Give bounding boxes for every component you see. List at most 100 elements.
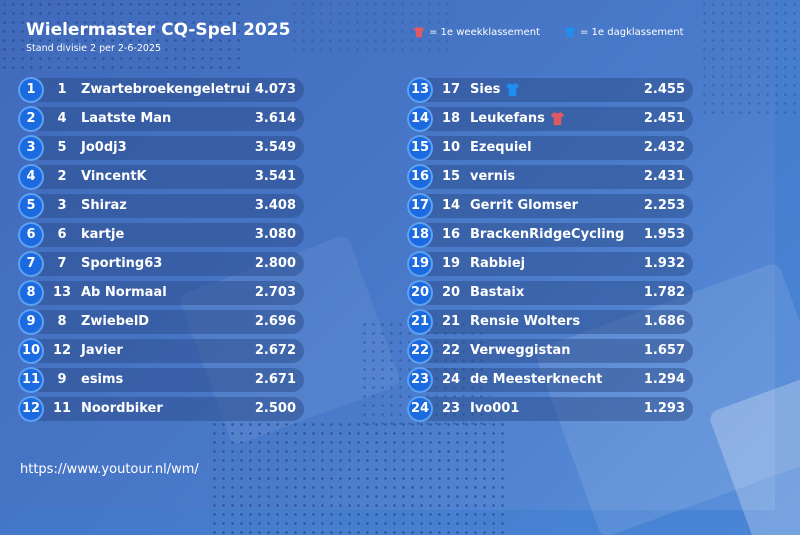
player-score: 2.696 (254, 314, 296, 329)
player-name: ZwiebelD (81, 314, 150, 329)
player-score: 1.686 (643, 314, 685, 329)
red-jersey-icon (550, 111, 564, 126)
previous-rank: 17 (441, 82, 461, 97)
player-name-cell: Javier (81, 343, 123, 358)
player-name: Rabbiej (470, 256, 526, 271)
player-name-cell: ZwiebelD (81, 314, 149, 329)
rank-position: 11 (18, 367, 44, 393)
player-name-cell: Noordbiker (81, 401, 163, 416)
rank-position: 6 (18, 222, 44, 248)
previous-rank: 18 (441, 111, 461, 126)
ranking-row: 8 13 Ab Normaal 2.703 (18, 280, 304, 306)
previous-rank: 20 (441, 285, 461, 300)
player-name: Rensie Wolters (470, 314, 581, 329)
player-name-cell: Sies (470, 82, 520, 97)
player-name: Verweggistan (470, 343, 571, 358)
player-name: Leukefans (470, 111, 545, 126)
rank-position: 16 (407, 164, 433, 190)
legend-day-label: = 1e dagklassement (580, 26, 684, 38)
player-score: 1.953 (643, 227, 685, 242)
player-name: kartje (81, 227, 125, 242)
player-name-cell: Bastaix (470, 285, 524, 300)
player-name: Ivo001 (470, 401, 520, 416)
player-name: vernis (470, 169, 516, 184)
player-score: 1.657 (643, 343, 685, 358)
rank-position: 2 (18, 106, 44, 132)
footer-url: https://www.youtour.nl/wm/ (20, 462, 199, 477)
ranking-row: 19 19 Rabbiej 1.932 (407, 251, 693, 277)
dot-pattern (290, 0, 450, 55)
player-name-cell: Zwartebroekengeletrui (81, 82, 250, 97)
player-score: 4.073 (254, 82, 296, 97)
player-name: Shiraz (81, 198, 127, 213)
player-name: de Meesterknecht (470, 372, 603, 387)
player-name: Noordbiker (81, 401, 163, 416)
rank-position: 12 (18, 396, 44, 422)
previous-rank: 9 (57, 372, 67, 387)
player-name: Ezequiel (470, 140, 532, 155)
previous-rank: 19 (441, 256, 461, 271)
ranking-row: 1 1 Zwartebroekengeletrui 4.073 (18, 77, 304, 103)
player-name: Bastaix (470, 285, 525, 300)
ranking-row: 3 5 Jo0dj3 3.549 (18, 135, 304, 161)
ranking-row: 13 17 Sies 2.455 (407, 77, 693, 103)
rank-position: 1 (18, 77, 44, 103)
rank-position: 9 (18, 309, 44, 335)
dot-pattern (210, 420, 510, 535)
player-name-cell: esims (81, 372, 123, 387)
player-score: 2.253 (643, 198, 685, 213)
ranking-row: 10 12 Javier 2.672 (18, 338, 304, 364)
player-name-cell: Sporting63 (81, 256, 162, 271)
rank-position: 3 (18, 135, 44, 161)
rank-position: 24 (407, 396, 433, 422)
previous-rank: 11 (52, 401, 72, 416)
player-name: Ab Normaal (81, 285, 167, 300)
player-score: 3.614 (254, 111, 296, 126)
page-title: Wielermaster CQ-Spel 2025 (26, 20, 291, 40)
player-name-cell: de Meesterknecht (470, 372, 602, 387)
ranking-row: 11 9 esims 2.671 (18, 367, 304, 393)
dot-pattern (0, 0, 240, 70)
player-name-cell: Jo0dj3 (81, 140, 127, 155)
previous-rank: 10 (441, 140, 461, 155)
ranking-row: 7 7 Sporting63 2.800 (18, 251, 304, 277)
previous-rank: 22 (441, 343, 461, 358)
player-name: Gerrit Glomser (470, 198, 579, 213)
player-score: 1.782 (643, 285, 685, 300)
rank-position: 19 (407, 251, 433, 277)
player-name: Sporting63 (81, 256, 163, 271)
rank-position: 14 (407, 106, 433, 132)
player-name: esims (81, 372, 124, 387)
player-name-cell: VincentK (81, 169, 147, 184)
player-name: Sies (470, 82, 501, 97)
rank-position: 20 (407, 280, 433, 306)
previous-rank: 7 (57, 256, 67, 271)
player-name: VincentK (81, 169, 147, 184)
player-name-cell: Laatste Man (81, 111, 171, 126)
ranking-row: 22 22 Verweggistan 1.657 (407, 338, 693, 364)
blue-jersey-icon (506, 82, 520, 97)
rank-position: 15 (407, 135, 433, 161)
previous-rank: 24 (441, 372, 461, 387)
previous-rank: 3 (57, 198, 67, 213)
ranking-row: 15 10 Ezequiel 2.432 (407, 135, 693, 161)
legend-week: = 1e weekklassement (413, 26, 540, 38)
player-score: 1.294 (643, 372, 685, 387)
player-name-cell: kartje (81, 227, 124, 242)
player-score: 2.500 (254, 401, 296, 416)
ranking-row: 17 14 Gerrit Glomser 2.253 (407, 193, 693, 219)
player-name-cell: Gerrit Glomser (470, 198, 578, 213)
rank-position: 8 (18, 280, 44, 306)
ranking-row: 9 8 ZwiebelD 2.696 (18, 309, 304, 335)
rank-position: 4 (18, 164, 44, 190)
player-name-cell: Rensie Wolters (470, 314, 580, 329)
player-score: 2.455 (643, 82, 685, 97)
player-score: 2.431 (643, 169, 685, 184)
player-name-cell: Ivo001 (470, 401, 519, 416)
red-jersey-icon (413, 26, 425, 38)
previous-rank: 21 (441, 314, 461, 329)
player-name: Jo0dj3 (81, 140, 127, 155)
ranking-row: 14 18 Leukefans 2.451 (407, 106, 693, 132)
ranking-row: 16 15 vernis 2.431 (407, 164, 693, 190)
